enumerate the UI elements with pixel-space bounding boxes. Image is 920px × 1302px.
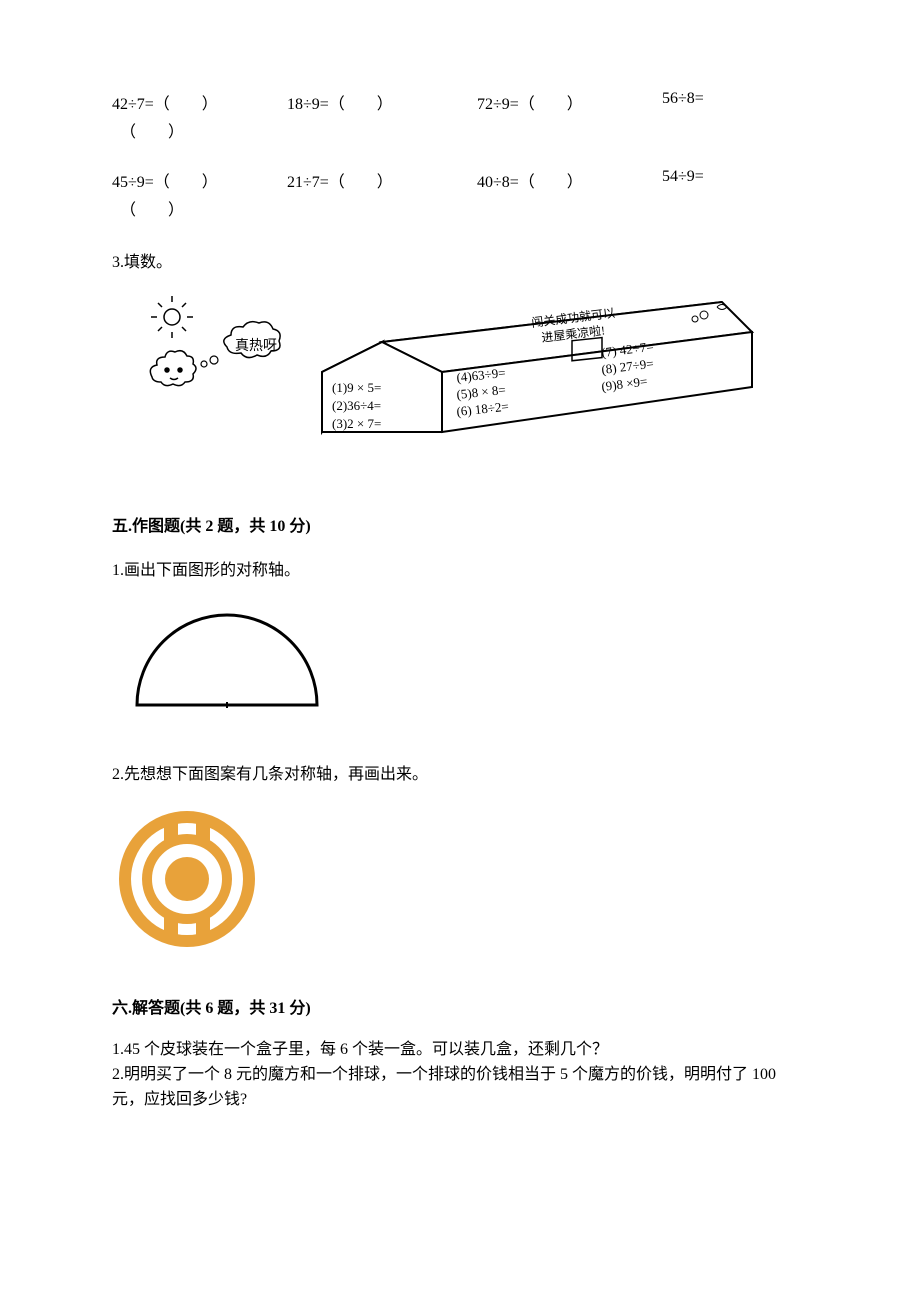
eq-left-2: (2)36÷4= [332, 398, 381, 413]
math-expr: 54÷9= [662, 168, 704, 192]
section-6-title: 六.解答题(共 6 题，共 31 分) [112, 994, 808, 1018]
section-5-title: 五.作图题(共 2 题，共 10 分) [112, 512, 808, 536]
house-figure: 真热呀 闯关成功就可以 进屋乘凉啦! (1)9 × 5= [132, 292, 772, 472]
math-expr: 40÷8=（ ） [477, 168, 662, 192]
eq-left-3: (3)2 × 7= [332, 416, 381, 431]
document-page: 42÷7=（ ） 18÷9=（ ） 72÷9=（ ） 56÷8= （ ） 45÷… [0, 0, 920, 1162]
math-wrap: （ ） [112, 118, 808, 142]
math-expr: 45÷9=（ ） [112, 168, 287, 192]
math-row-1: 42÷7=（ ） 18÷9=（ ） 72÷9=（ ） 56÷8= [112, 90, 808, 114]
math-expr: 21÷7=（ ） [287, 168, 477, 192]
math-expr: 72÷9=（ ） [477, 90, 662, 114]
math-row-2: 45÷9=（ ） 21÷7=（ ） 40÷8=（ ） 54÷9= [112, 168, 808, 192]
math-expr: 42÷7=（ ） [112, 90, 287, 114]
section-6-q2: 2.明明买了一个 8 元的魔方和一个排球，一个排球的价钱相当于 5 个魔方的价钱… [112, 1063, 808, 1113]
eq-left-1: (1)9 × 5= [332, 380, 381, 395]
math-expr: 56÷8= [662, 90, 704, 114]
symmetry-symbol-figure [112, 804, 262, 954]
question-3-label: 3.填数。 [112, 248, 808, 272]
speech-text: 真热呀 [235, 338, 277, 354]
section-5-q1: 1.画出下面图形的对称轴。 [112, 556, 808, 580]
semicircle-figure [122, 600, 332, 720]
math-wrap: （ ） [112, 196, 808, 220]
section-5-q2: 2.先想想下面图案有几条对称轴，再画出来。 [112, 760, 808, 784]
math-expr: 18÷9=（ ） [287, 90, 477, 114]
section-6-q1: 1.45 个皮球装在一个盒子里，每 6 个装一盒。可以装几盒，还剩几个？ [112, 1038, 808, 1063]
